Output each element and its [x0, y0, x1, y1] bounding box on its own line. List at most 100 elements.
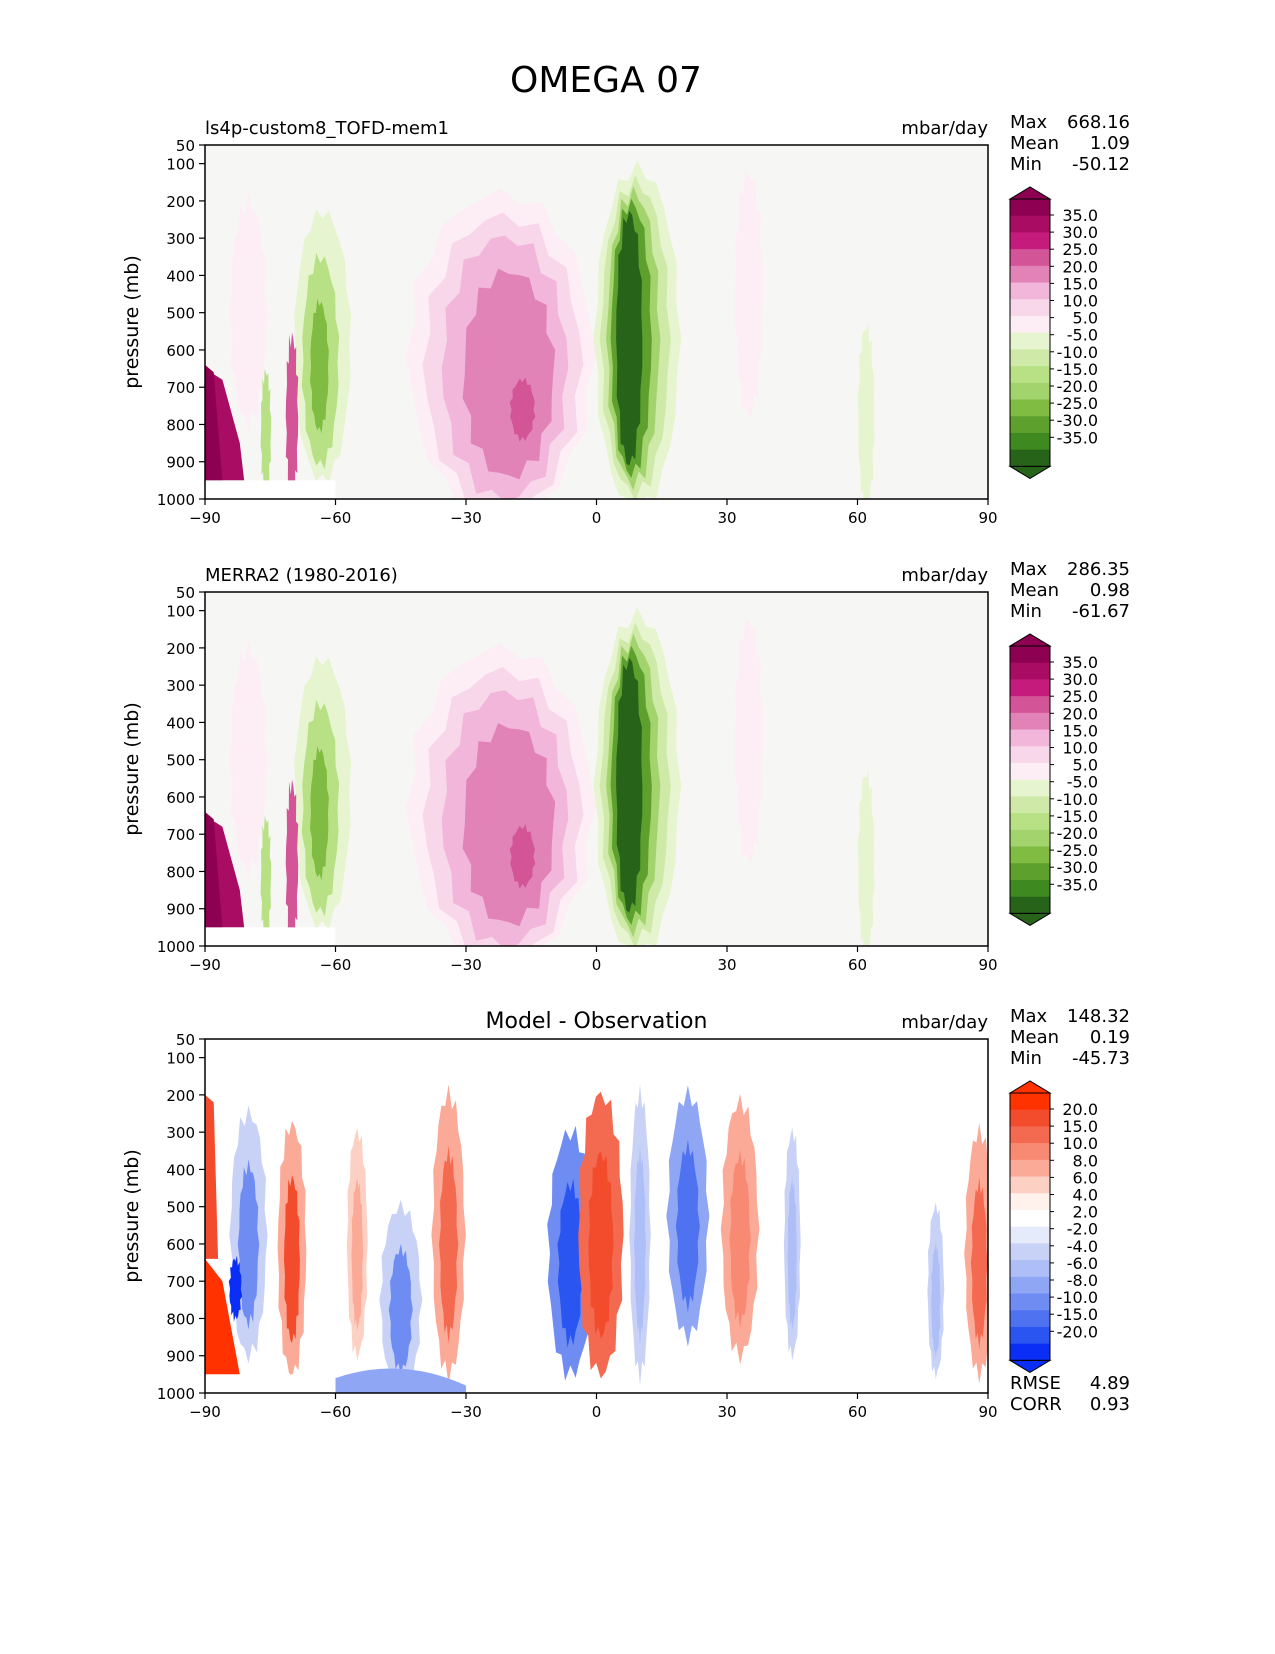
colorbar-segment — [1010, 896, 1050, 914]
colorbar-segment — [1010, 1159, 1050, 1178]
antarctic-streak-1 — [285, 779, 299, 946]
colorbar-tick-label: 35.0 — [1062, 653, 1098, 672]
stat-label: Max — [1010, 559, 1048, 580]
colorbar-segment — [1010, 416, 1050, 434]
colorbar-tick-label: -15.0 — [1057, 807, 1098, 826]
colorbar-tick-label: -2.0 — [1067, 1220, 1098, 1239]
stat-label: Mean — [1010, 133, 1059, 154]
colorbar-tick-label: -35.0 — [1057, 875, 1098, 894]
colorbar-tick-label: -15.0 — [1057, 360, 1098, 379]
panel-title: MERRA2 (1980-2016) — [205, 565, 398, 586]
stat-label: Mean — [1010, 1027, 1059, 1048]
colorbar-segment — [1010, 679, 1050, 697]
colorbar-segment — [1010, 813, 1050, 831]
figure-title: OMEGA 07 — [510, 60, 702, 101]
y-tick-label: 400 — [166, 267, 195, 285]
x-tick-label: 30 — [717, 956, 736, 974]
colorbar-tick-label: 30.0 — [1062, 670, 1098, 689]
south-ascent-core — [310, 745, 329, 881]
y-tick-label: 500 — [166, 305, 195, 323]
colorbar-segment — [1010, 382, 1050, 401]
colorbar-tick-label: -10.0 — [1057, 790, 1098, 809]
colorbar-extend-top — [1008, 186, 1052, 200]
y-tick-label: 700 — [166, 826, 195, 844]
colorbar-tick-label: 25.0 — [1062, 240, 1098, 259]
colorbar-frame — [1009, 1092, 1051, 1361]
colorbar-tick-label: 15.0 — [1062, 1117, 1098, 1136]
x-tick-label: −30 — [450, 509, 482, 527]
diff-feature-core-5 — [439, 1145, 459, 1345]
diff-feature-core-9 — [237, 1159, 260, 1330]
colorbar-segment — [1010, 199, 1050, 217]
colorbar-segment — [1010, 1243, 1050, 1261]
antarctic-descent-core — [205, 811, 223, 928]
stat-value: 668.16 — [1067, 112, 1130, 133]
colorbar-tick-label: -30.0 — [1057, 411, 1098, 430]
colorbar-segment — [1010, 1276, 1050, 1295]
diff-feature-core-4 — [729, 1149, 751, 1329]
descent-band-core — [509, 377, 536, 442]
colorbar-segment — [1010, 1193, 1050, 1211]
bottom-stat-value: 0.93 — [1090, 1394, 1130, 1415]
colorbar-extend-top — [1008, 633, 1052, 647]
colorbar-segment — [1010, 1226, 1050, 1245]
colorbar-tick-label: 15.0 — [1062, 274, 1098, 293]
colorbar-tick-label: -6.0 — [1067, 1254, 1098, 1273]
colorbar-segment — [1010, 746, 1050, 764]
stat-label: Mean — [1010, 580, 1059, 601]
colorbar-tick-label: -5.0 — [1067, 773, 1098, 792]
antarctic-streak-1 — [285, 332, 299, 499]
x-tick-label: 60 — [848, 956, 867, 974]
north-ascent-faint — [857, 323, 875, 499]
colorbar-segment — [1010, 1293, 1050, 1311]
colorbar-segment — [1010, 1143, 1050, 1161]
colorbar-tick-label: -20.0 — [1057, 824, 1098, 843]
diff-feature-core-7 — [970, 1176, 988, 1350]
stat-label: Min — [1010, 601, 1042, 622]
x-tick-label: −60 — [320, 956, 352, 974]
x-tick-label: −60 — [320, 1403, 352, 1421]
colorbar-segment — [1010, 846, 1050, 864]
colorbar-segment — [1010, 399, 1050, 417]
colorbar-tick-label: 5.0 — [1073, 756, 1098, 775]
descent-band-core — [509, 824, 536, 889]
antarctic-streak-2 — [260, 815, 272, 942]
colorbar-tick-label: -20.0 — [1057, 1322, 1098, 1341]
colorbar-tick-label: 15.0 — [1062, 721, 1098, 740]
colorbar-extend-bottom — [1008, 1359, 1052, 1373]
ascent-core — [616, 210, 643, 466]
colorbar-segment — [1010, 779, 1050, 798]
colorbar-tick-label: 20.0 — [1062, 704, 1098, 723]
x-tick-label: 0 — [592, 956, 602, 974]
topography-mask — [205, 480, 336, 499]
colorbar-tick-label: -5.0 — [1067, 326, 1098, 345]
colorbar-segment — [1010, 1310, 1050, 1328]
antarctic-streak-2 — [260, 368, 272, 495]
y-tick-label: 100 — [166, 1050, 195, 1068]
diff-feature-core-8 — [284, 1175, 300, 1344]
colorbar-extend-top — [1008, 1080, 1052, 1094]
stat-value: -61.67 — [1072, 601, 1130, 622]
units-label: mbar/day — [901, 1012, 988, 1033]
colorbar: 35.030.025.020.015.010.05.0-5.0-10.0-15.… — [1008, 186, 1098, 479]
diff-feature-core-10 — [787, 1177, 797, 1331]
stat-label: Min — [1010, 1048, 1042, 1069]
colorbar-segment — [1010, 1093, 1050, 1111]
diff-feature-core-1 — [557, 1178, 584, 1348]
y-tick-label: 700 — [166, 1273, 195, 1291]
antarctic-negative-core — [228, 1255, 243, 1322]
colorbar-tick-label: 10.0 — [1062, 292, 1098, 311]
x-tick-label: 90 — [978, 509, 997, 527]
units-label: mbar/day — [901, 118, 988, 139]
y-tick-label: 900 — [166, 901, 195, 919]
y-tick-label: 50 — [176, 584, 195, 602]
contour-fields — [205, 160, 875, 499]
stat-value: 1.09 — [1090, 133, 1130, 154]
colorbar-segment — [1010, 366, 1050, 384]
colorbar-tick-label: 4.0 — [1073, 1186, 1098, 1205]
y-tick-label: 500 — [166, 752, 195, 770]
y-tick-label: 200 — [166, 640, 195, 658]
colorbar-segment — [1010, 299, 1050, 317]
colorbar-tick-label: -10.0 — [1057, 1288, 1098, 1307]
